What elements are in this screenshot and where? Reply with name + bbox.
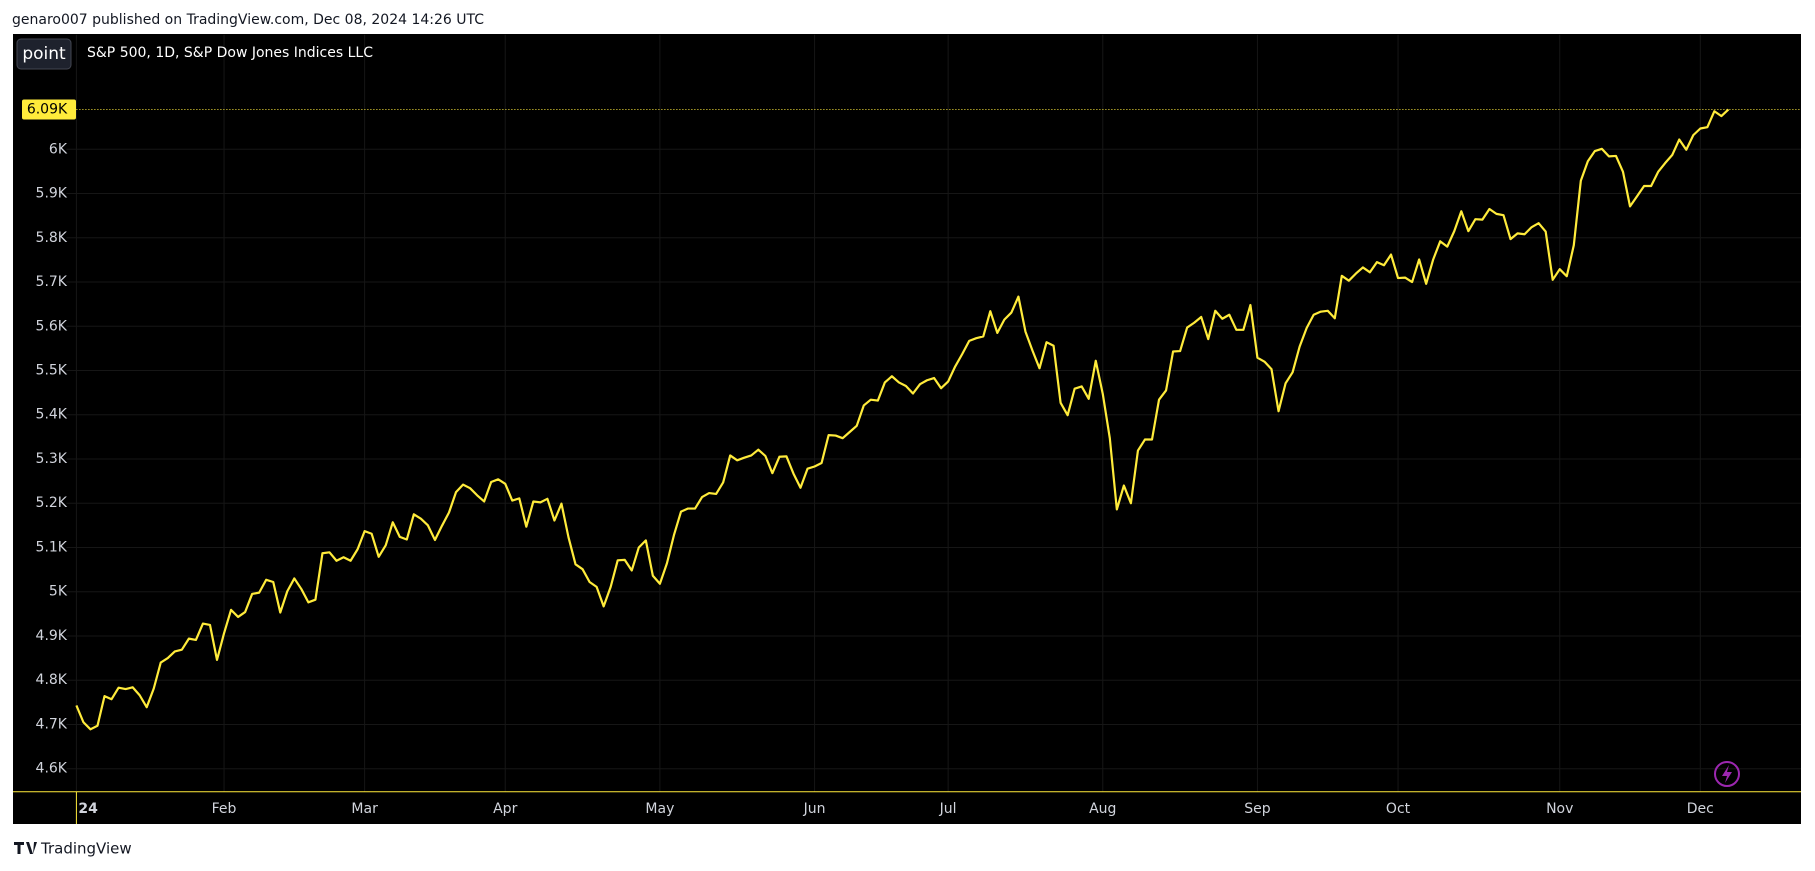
last-price-box [22, 99, 76, 120]
tradingview-logo [14, 842, 37, 854]
chart-title: S&P 500, 1D, S&P Dow Jones Indices LLC [87, 45, 373, 61]
y-tick-label: 5.5K [36, 363, 68, 379]
x-tick-label: Aug [1089, 801, 1116, 817]
y-tick-label: 6K [49, 141, 68, 157]
y-tick-label: 5.4K [36, 407, 68, 423]
x-tick-label: May [645, 801, 674, 817]
plot: 6.09K [22, 99, 1801, 731]
grid: 4.6K 4.7K 4.8K 4.9K 5K 5.1K 5.2K 5.3K 5.4K 5.5K 5.… [13, 34, 1801, 824]
x-tick-label: Sep [1244, 801, 1271, 817]
y-tick-label: 5.6K [36, 318, 68, 334]
x-tick-label: Oct [1386, 801, 1411, 817]
point-button-label[interactable]: point [22, 44, 66, 64]
x-tick-label: 24 [78, 801, 98, 817]
footer-brand: TradingView [40, 840, 132, 858]
lightning-glyph [1722, 765, 1732, 783]
y-tick-label: 5K [49, 584, 68, 600]
y-tick-label: 4.7K [36, 716, 68, 732]
y-tick-label: 5.1K [36, 539, 68, 555]
point-button[interactable] [16, 38, 72, 70]
y-tick-label: 5.2K [36, 495, 68, 511]
y-tick-label: 4.6K [36, 761, 68, 777]
x-tick-label: Mar [351, 801, 378, 817]
x-tick-label: Jun [803, 801, 826, 817]
y-tick-label: 4.9K [36, 628, 68, 644]
price-line [75, 108, 1730, 731]
y-tick-label: 5.9K [36, 186, 68, 202]
x-tick-label: Feb [212, 801, 237, 817]
x-tick-label: Dec [1687, 801, 1714, 817]
y-tick-label: 4.8K [36, 672, 68, 688]
x-tick-label: Jul [939, 801, 957, 817]
y-tick-label: 5.7K [36, 274, 68, 290]
x-tick-label: Apr [493, 801, 517, 817]
publish-header: genaro007 published on TradingView.com, … [12, 12, 484, 28]
lightning-icon[interactable] [1714, 761, 1740, 787]
y-tick-label: 5.8K [36, 230, 68, 246]
last-price-label: 6.09K [27, 101, 68, 117]
chart-panel [13, 34, 1801, 824]
x-tick-label: Nov [1546, 801, 1573, 817]
y-tick-label: 5.3K [36, 451, 68, 467]
